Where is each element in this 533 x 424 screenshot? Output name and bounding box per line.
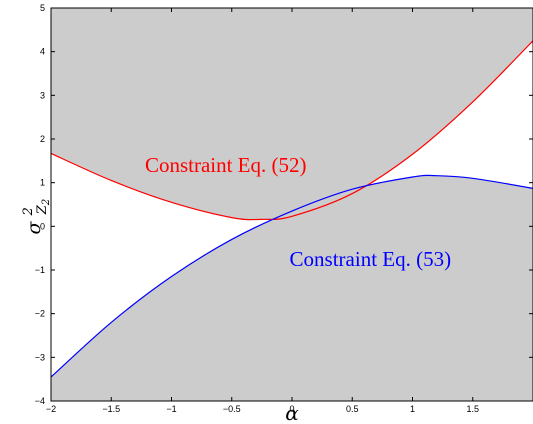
y-tick-label: −3: [35, 352, 45, 362]
y-axis-label: σ 2Z2: [21, 199, 52, 235]
x-axis-label: α: [285, 401, 299, 424]
series-line-2: [50, 174, 533, 378]
curves: [50, 40, 533, 378]
y-tick-label: 3: [40, 90, 45, 100]
y-tick-label: −1: [35, 265, 45, 275]
x-tick-label: −1.5: [102, 404, 120, 414]
x-tick-label: −2: [46, 404, 56, 414]
y-axis-label-sub: Z: [35, 204, 50, 215]
x-tick-label: 0.5: [346, 404, 359, 414]
annotation-1: Constraint Eq. (52): [145, 153, 307, 177]
x-tick-label: 1: [410, 404, 415, 414]
ticks: −2 −1.5 −1 −0.5 0 0.5 1 1.5 −4 −3 −2 −1 0 1 2 3 4 5: [35, 3, 533, 414]
annotation-2: Constraint Eq. (53): [290, 247, 452, 271]
annotations: Constraint Eq. (52) Constraint Eq. (53): [145, 153, 451, 271]
shaded-regions: [51, 8, 533, 401]
x-tick-label: −1: [166, 404, 176, 414]
shaded-region-2: [51, 175, 533, 401]
svg-text:σ 2Z2: σ 2Z2: [21, 199, 52, 235]
y-tick-label: 0: [40, 221, 45, 231]
y-axis-label-base: σ: [23, 221, 45, 235]
y-tick-label: 2: [40, 134, 45, 144]
y-tick-label: 1: [40, 178, 45, 188]
y-tick-label: −2: [35, 309, 45, 319]
x-tick-label: −0.5: [223, 404, 241, 414]
y-axis-label-subsub: 2: [41, 199, 52, 206]
series-line-1: [50, 40, 533, 221]
shaded-region-1: [51, 8, 533, 220]
x-tick-label: 0: [289, 404, 294, 414]
y-tick-label: 5: [40, 3, 45, 13]
x-tick-label: 1.5: [466, 404, 479, 414]
y-tick-label: 4: [40, 47, 45, 57]
y-tick-label: −4: [35, 396, 45, 406]
y-axis-label-sup: 2: [21, 207, 36, 216]
